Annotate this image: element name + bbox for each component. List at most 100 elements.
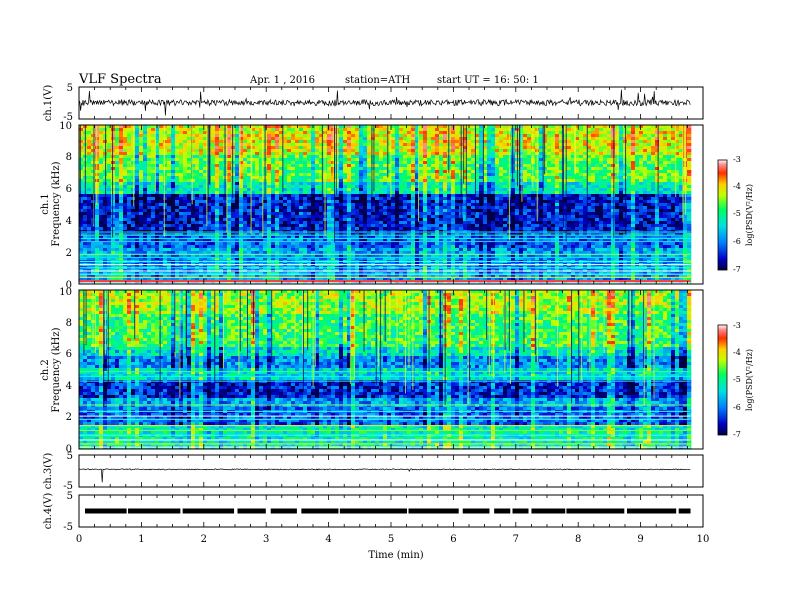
spectrogram-cell xyxy=(379,236,384,240)
spectrogram-cell xyxy=(259,248,264,252)
spectrogram-cell xyxy=(311,224,316,228)
spectrogram-cell xyxy=(171,164,176,168)
spectrogram-cell xyxy=(147,233,152,237)
spectrogram-cell xyxy=(423,203,428,207)
spectrogram-cell xyxy=(147,236,152,240)
spectrogram-cell xyxy=(287,152,292,156)
spectrogram-cell xyxy=(315,185,320,189)
spectrogram-cell xyxy=(355,194,360,198)
spectrogram-cell xyxy=(391,215,396,219)
spectrogram-cell xyxy=(243,215,248,219)
spectrogram-cell xyxy=(259,278,264,282)
spectrogram-cell xyxy=(331,203,336,207)
spectrogram-cell xyxy=(235,215,240,219)
spectrogram-cell xyxy=(227,149,232,153)
spectrogram-cell xyxy=(267,158,272,162)
spectrogram-cell xyxy=(115,125,120,129)
spectrogram-cell xyxy=(203,134,208,138)
spectrogram-cell xyxy=(203,197,208,201)
spectrogram-cell xyxy=(359,164,364,168)
spectrogram-cell xyxy=(147,140,152,144)
spectrogram-cell xyxy=(267,140,272,144)
spectrogram-cell xyxy=(427,137,432,141)
spectrogram-cell xyxy=(375,257,380,261)
spectrogram-cell xyxy=(379,182,384,186)
spectrogram-cell xyxy=(83,245,88,249)
spectrogram-cell xyxy=(107,152,112,156)
spectrogram-cell xyxy=(159,278,164,282)
spectrogram-cell xyxy=(319,149,324,153)
spectrogram-cell xyxy=(187,242,192,246)
spectrogram-cell xyxy=(87,215,92,219)
spectrogram-cell xyxy=(195,221,200,225)
spectrogram-cell xyxy=(303,227,308,231)
spectrogram-cell xyxy=(235,242,240,246)
spectrogram-cell xyxy=(199,185,204,189)
spectrogram-cell xyxy=(279,182,284,186)
spectrogram-cell xyxy=(327,239,332,243)
spectrogram-cell xyxy=(395,203,400,207)
spectrogram-cell xyxy=(99,206,104,210)
spectrogram-cell xyxy=(251,233,256,237)
spectrogram-cell xyxy=(315,134,320,138)
spectrogram-cell xyxy=(163,212,168,216)
spectrogram-cell xyxy=(323,257,328,261)
spectrogram-cell xyxy=(383,152,388,156)
spectrogram-cell xyxy=(259,173,264,177)
spectrogram-cell xyxy=(311,146,316,150)
spectrogram-cell xyxy=(227,173,232,177)
spectrogram-cell xyxy=(147,188,152,192)
spectrogram-cell xyxy=(195,224,200,228)
spectrogram-cell xyxy=(359,248,364,252)
spectrogram-cell xyxy=(407,206,412,210)
spectrogram-cell xyxy=(275,131,280,135)
spectrogram-cell xyxy=(79,233,84,237)
spectrogram-cell xyxy=(207,254,212,258)
spectrogram-cell xyxy=(451,143,456,147)
spectrogram-cell xyxy=(195,218,200,222)
spectrogram-cell xyxy=(363,176,368,180)
spectrogram-cell xyxy=(147,152,152,156)
spectrogram-cell xyxy=(135,251,140,255)
spectrogram-cell xyxy=(451,134,456,138)
spectrogram-cell xyxy=(155,272,160,276)
spectrogram-cell xyxy=(99,275,104,279)
spectrogram-cell xyxy=(427,188,432,192)
spectrogram-cell xyxy=(259,212,264,216)
spectrogram-cell xyxy=(203,200,208,204)
spectrogram-cell xyxy=(195,125,200,129)
spectrogram-cell xyxy=(391,149,396,153)
spectrogram-cell xyxy=(203,233,208,237)
spectrogram-cell xyxy=(239,236,244,240)
spectrogram-cell xyxy=(103,251,108,255)
spectrogram-cell xyxy=(135,173,140,177)
spectrogram-cell xyxy=(115,206,120,210)
spectrogram-cell xyxy=(231,185,236,189)
spectrogram-cell xyxy=(339,128,344,132)
spectrogram-cell xyxy=(259,176,264,180)
spectrogram-cell xyxy=(435,218,440,222)
spectrogram-cell xyxy=(191,125,196,129)
spectrogram-cell xyxy=(315,125,320,129)
spectrogram-cell xyxy=(131,155,136,159)
spectrogram-cell xyxy=(219,221,224,225)
spectrogram-cell xyxy=(355,125,360,129)
spectrogram-cell xyxy=(351,272,356,276)
spectrogram-cell xyxy=(403,233,408,237)
spectrogram-cell xyxy=(247,197,252,201)
spectrogram-cell xyxy=(227,215,232,219)
spectrogram-cell xyxy=(339,197,344,201)
spectrogram-cell xyxy=(407,275,412,279)
spectrogram-cell xyxy=(83,206,88,210)
spectrogram-cell xyxy=(195,215,200,219)
spectrogram-cell xyxy=(151,239,156,243)
spectrogram-cell xyxy=(167,233,172,237)
spectrogram-cell xyxy=(411,137,416,141)
spectrogram-cell xyxy=(167,161,172,165)
spectrogram-cell xyxy=(183,155,188,159)
spectrogram-cell xyxy=(303,194,308,198)
spectrogram-cell xyxy=(119,146,124,150)
spectrogram-cell xyxy=(203,209,208,213)
spectrogram-cell xyxy=(351,242,356,246)
spectrogram-cell xyxy=(411,170,416,174)
